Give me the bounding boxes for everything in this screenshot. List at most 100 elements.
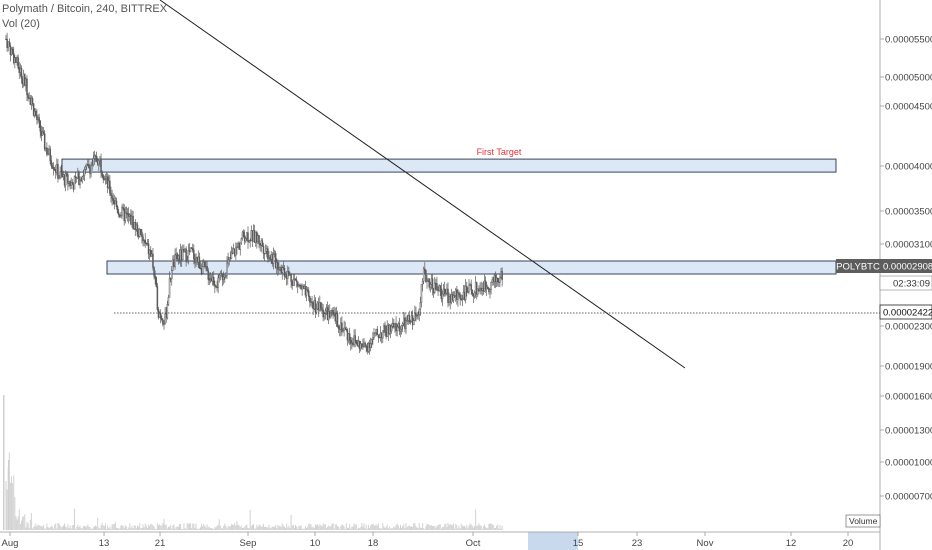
volume-bar [32,528,34,530]
symbol-tag-bg [836,259,880,273]
candle [315,308,318,313]
volume-bar [466,524,468,530]
candle [127,214,130,217]
volume-bar [335,524,337,530]
candle [203,261,205,267]
candle [49,148,51,161]
volume-bar [15,516,17,530]
volume-bar [338,526,340,530]
candle [11,48,14,54]
volume-bar [218,519,220,530]
candle [208,279,211,281]
candle [356,342,359,347]
candle [167,297,170,305]
candle [247,232,249,243]
volume-bar [288,525,290,530]
volume-bar [283,526,285,530]
volume-bar [268,524,270,530]
candle [398,323,401,332]
volume-bar [281,523,283,530]
volume-bar [16,519,18,530]
volume-bar [372,524,374,530]
volume-bar [213,528,215,530]
candle [483,280,486,292]
polybtc-tag: POLYBTC [836,259,880,273]
volume-bar [401,527,403,530]
candle [28,97,30,100]
volume-bar [453,523,455,530]
volume-bar [56,528,58,530]
volume-bar [150,523,152,530]
volume-bar [27,523,29,530]
candle [250,230,253,241]
volume-bar [313,527,315,530]
candle [68,181,70,184]
volume-bar [243,527,245,530]
volume-bar [37,524,39,530]
volume-bar [173,524,175,530]
volume-bar [58,523,60,530]
volume-bar [285,528,287,530]
volume-bar [489,523,491,530]
candle [316,302,319,310]
candle [168,278,171,298]
volume-bar [362,526,364,530]
volume-bar [204,525,206,530]
candle [57,163,59,179]
candle [361,343,363,345]
volume-bar [464,525,466,530]
volume-bar [496,525,498,530]
volume-bar [366,528,368,530]
volume-bar [392,528,394,530]
candle [98,160,100,165]
candle [206,265,208,271]
candle [210,277,213,282]
candle [280,267,282,273]
volume-bar [365,524,367,530]
volume-bar [291,525,293,530]
candle [493,275,496,283]
volume-bar [62,525,64,530]
x-axis-highlight [528,532,578,550]
volume-bar [166,528,168,530]
candle [288,270,290,275]
y-tick-label: 0.00004000 [885,162,932,173]
volume-bar [130,528,132,530]
volume-bar [353,523,355,530]
candle [42,131,45,135]
volume-bar [100,525,102,530]
candle [378,336,381,339]
candle [135,224,138,230]
candle [491,279,493,283]
volume-bar [333,528,335,530]
candle [392,323,394,327]
last-price-bg [880,259,932,273]
candle [204,261,206,268]
volume-bar [383,526,385,530]
volume-bar [41,526,43,530]
volume-bar [382,523,384,530]
candle [472,293,475,297]
volume-bar [312,526,314,530]
candle [253,230,256,243]
candle [195,257,197,264]
volume-bar [17,516,19,530]
first-target-label: First Target [477,147,522,157]
volume-bar [277,524,279,530]
candle [393,323,395,328]
candle [414,312,416,321]
volume-bar [132,528,134,530]
volume-bar [48,528,50,530]
volume-bar [276,528,278,530]
candle [438,285,440,291]
volume-bar [292,524,294,530]
volume-bar [67,524,69,530]
volume-bar [369,528,371,530]
candle [372,337,374,340]
y-tick-label: 0.00003100 [885,240,932,251]
volume-bar [457,528,459,530]
candle [325,307,328,312]
candle [342,330,344,333]
